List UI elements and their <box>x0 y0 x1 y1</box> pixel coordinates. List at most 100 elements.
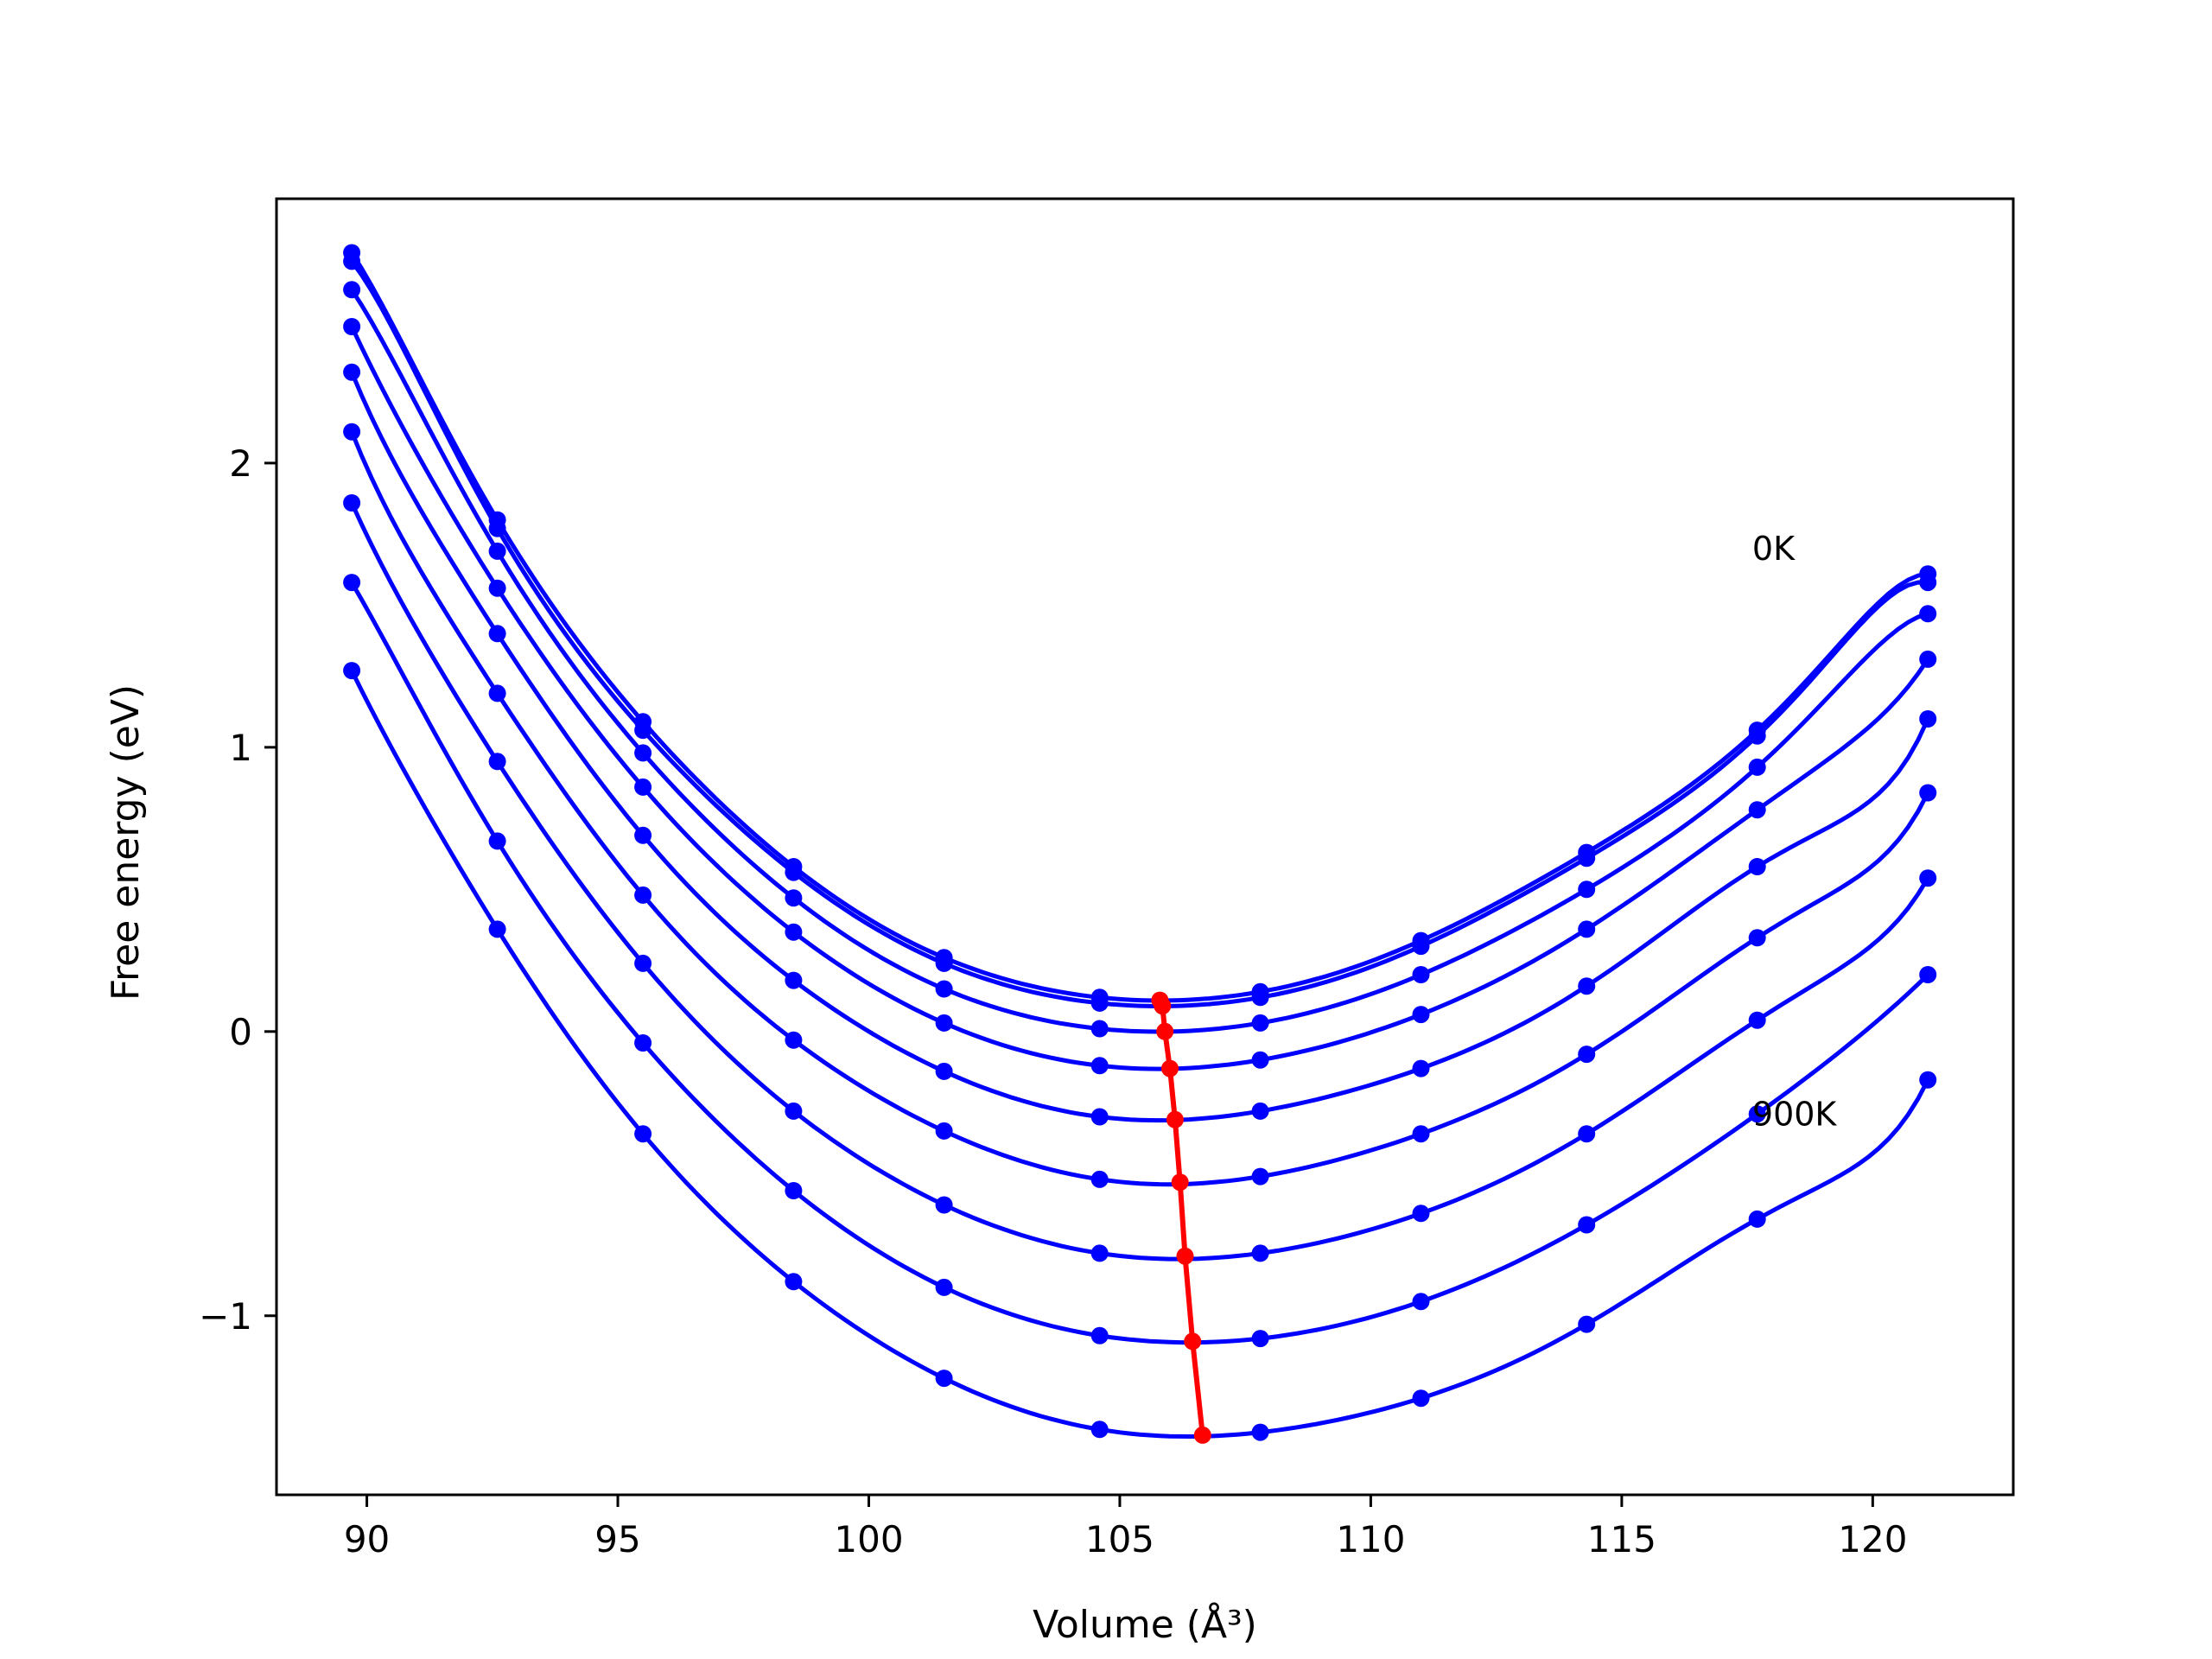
data-point-s8-1 <box>343 574 361 592</box>
data-point-s8-8 <box>1412 1293 1430 1311</box>
data-point-s8-6 <box>1090 1326 1109 1344</box>
data-point-s8-9 <box>1578 1216 1596 1234</box>
data-point-s2-8 <box>1412 938 1430 956</box>
y-tick-label-0: 0 <box>229 1011 252 1053</box>
data-point-s6-11 <box>1919 784 1937 802</box>
minima-point-5 <box>1166 1110 1184 1128</box>
data-point-s3-2 <box>488 542 506 560</box>
data-point-s7-11 <box>1919 869 1937 887</box>
data-point-s4-6 <box>1090 1057 1109 1075</box>
data-point-s9-4 <box>785 1273 803 1291</box>
data-point-s8-3 <box>634 1034 652 1052</box>
data-point-s2-2 <box>488 519 506 537</box>
data-point-s3-1 <box>343 281 361 299</box>
data-point-s7-1 <box>343 494 361 512</box>
data-point-s2-1 <box>343 252 361 270</box>
data-point-s5-8 <box>1412 1059 1430 1077</box>
x-axis-label: Volume (Å³) <box>1033 1601 1257 1647</box>
data-point-s8-5 <box>935 1278 953 1296</box>
data-point-s5-1 <box>343 363 361 381</box>
data-point-s2-5 <box>935 954 953 972</box>
data-point-s2-3 <box>634 721 652 740</box>
data-point-s6-6 <box>1090 1170 1109 1188</box>
data-point-s4-8 <box>1412 1006 1430 1024</box>
minima-point-6 <box>1171 1173 1189 1192</box>
y-axis: −1 0 1 2 <box>199 442 276 1338</box>
data-point-s4-7 <box>1251 1051 1269 1069</box>
data-point-s6-3 <box>634 886 652 904</box>
data-point-s3-5 <box>935 980 953 998</box>
y-axis-label: Free energy (eV) <box>104 684 148 1001</box>
data-point-s2-4 <box>785 863 803 881</box>
data-point-s5-5 <box>935 1062 953 1080</box>
data-point-s3-3 <box>634 744 652 762</box>
data-point-s9-9 <box>1578 1315 1596 1333</box>
data-point-s4-4 <box>785 923 803 941</box>
data-point-s7-8 <box>1412 1205 1430 1223</box>
data-point-s9-2 <box>488 920 506 938</box>
data-point-s6-1 <box>343 423 361 441</box>
y-tick-label-2: 2 <box>229 442 252 485</box>
data-point-s5-4 <box>785 971 803 989</box>
data-point-s4-1 <box>343 318 361 335</box>
data-point-s5-10 <box>1748 858 1766 875</box>
data-point-s6-7 <box>1251 1167 1269 1185</box>
data-point-s5-3 <box>634 826 652 844</box>
data-point-s2-6 <box>1090 994 1109 1012</box>
data-point-s6-10 <box>1748 929 1766 947</box>
x-tick-label-105: 105 <box>1085 1518 1154 1560</box>
plot-frame <box>275 197 2015 1497</box>
y-tick-label--1: −1 <box>199 1295 252 1338</box>
x-tick-label-95: 95 <box>594 1518 640 1560</box>
data-point-s8-2 <box>488 832 506 850</box>
data-point-s9-3 <box>634 1125 652 1143</box>
data-point-s9-10 <box>1748 1210 1766 1228</box>
data-point-s9-7 <box>1251 1423 1269 1441</box>
series-line-7 <box>349 501 1930 1262</box>
data-point-s9-5 <box>935 1370 953 1388</box>
data-point-s7-2 <box>488 753 506 771</box>
minima-point-4 <box>1161 1059 1179 1077</box>
data-point-s9-6 <box>1090 1421 1109 1439</box>
data-point-s8-4 <box>785 1182 803 1199</box>
data-point-s5-11 <box>1919 710 1937 728</box>
data-point-s2-10 <box>1748 727 1766 745</box>
series-line-2 <box>350 259 1929 1009</box>
annotations: 0K 900K <box>1752 530 1838 1134</box>
data-point-s8-11 <box>1919 966 1937 983</box>
series-curves <box>349 251 1930 1440</box>
data-point-s6-4 <box>785 1031 803 1049</box>
data-point-s4-3 <box>634 778 652 796</box>
data-point-s7-10 <box>1748 1011 1766 1029</box>
data-point-s4-2 <box>488 579 506 597</box>
data-point-s3-10 <box>1748 758 1766 776</box>
data-point-s7-9 <box>1578 1125 1596 1143</box>
minima-point-7 <box>1176 1247 1194 1265</box>
data-point-s9-8 <box>1412 1389 1430 1408</box>
series-line-3 <box>349 288 1929 1034</box>
data-point-s9-1 <box>343 662 361 680</box>
data-point-s5-9 <box>1578 977 1596 995</box>
data-point-s7-3 <box>634 954 652 972</box>
data-point-s7-4 <box>785 1102 803 1120</box>
data-point-s5-7 <box>1251 1102 1269 1120</box>
data-point-s8-10 <box>1748 1105 1766 1123</box>
data-point-s6-8 <box>1412 1125 1430 1143</box>
data-point-s4-5 <box>935 1014 953 1032</box>
minima-point-2 <box>1154 997 1172 1015</box>
data-point-s3-11 <box>1919 605 1937 623</box>
minima-line <box>1151 991 1211 1444</box>
data-point-s7-6 <box>1090 1244 1109 1262</box>
series-line-1 <box>349 251 1929 1003</box>
data-point-s6-2 <box>488 684 506 702</box>
minima-point-8 <box>1184 1332 1202 1351</box>
data-point-s6-9 <box>1578 1046 1596 1064</box>
data-point-s2-9 <box>1578 849 1596 868</box>
data-point-s4-11 <box>1919 650 1937 668</box>
data-point-s3-7 <box>1251 1014 1269 1032</box>
data-point-s3-9 <box>1578 880 1596 899</box>
x-tick-label-90: 90 <box>344 1518 390 1560</box>
data-point-s7-5 <box>935 1196 953 1214</box>
